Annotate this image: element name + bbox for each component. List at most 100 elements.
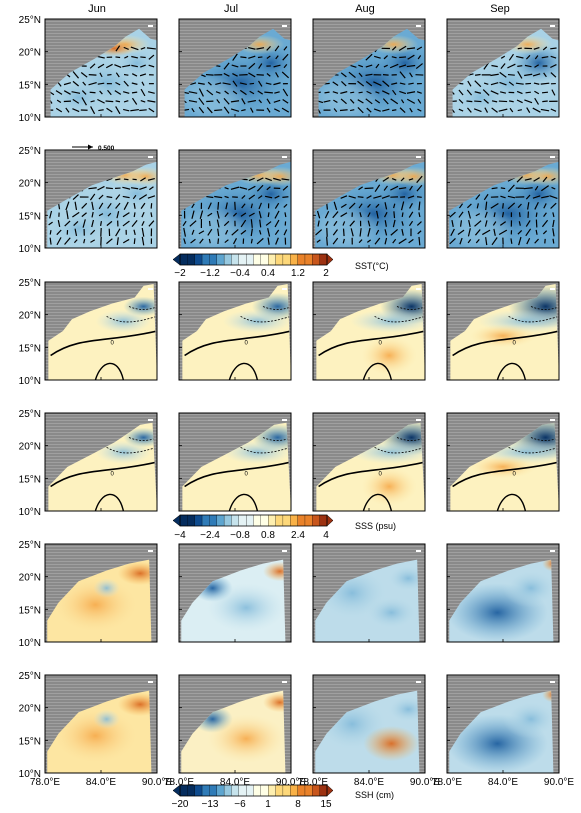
lat-tick-label: 15°N <box>19 474 41 485</box>
colorbar-swatch <box>245 253 254 266</box>
current-vectors <box>50 44 156 115</box>
colorbar-extend-high <box>326 253 334 266</box>
lat-tick-label: 25°N <box>19 671 41 682</box>
lat-tick-label: 10°N <box>19 376 41 387</box>
panel-grid: 25°N 20°N 15°N 10°N 25°N 20°N 15°N 10°N 0 25°N 20°… <box>19 15 575 788</box>
colorbar-swatch <box>253 253 262 266</box>
column-header-aug: Aug <box>355 3 375 15</box>
colorbar-ssh-tick-5: 15 <box>320 799 332 810</box>
colorbar-swatch <box>290 253 299 266</box>
lat-tick-label: 20°N <box>19 442 41 453</box>
contour-label: 0 <box>379 472 383 478</box>
colorbar-swatch <box>231 514 240 527</box>
lat-tick-label: 15°N <box>19 736 41 747</box>
colorbar-extend-low <box>172 253 181 266</box>
panel-ssh-row6-jun: 25°N 20°N 15°N 10°N78.0°E 84.0°E 90.0°E <box>19 671 173 788</box>
colorbar-swatch <box>223 514 232 527</box>
colorbar-swatch <box>304 253 313 266</box>
lat-tick-label: 15°N <box>19 80 41 91</box>
contour-label: 0 <box>111 341 115 347</box>
colorbar-swatch <box>201 784 210 797</box>
current-vectors <box>181 176 290 245</box>
panel-ssh-row6-jul: 78.0°E 84.0°E 90.0°E <box>164 674 306 788</box>
colorbar-swatch <box>260 784 269 797</box>
colorbar-extend-high <box>326 514 334 527</box>
panel-ssh-row5-sep <box>446 543 560 643</box>
colorbar-swatch <box>201 514 210 527</box>
colorbar-sst-tick-1: −1.2 <box>200 268 220 279</box>
colorbar-swatch <box>268 514 277 527</box>
colorbar-swatch <box>275 514 284 527</box>
colorbar-swatch <box>312 784 321 797</box>
colorbar-swatch <box>238 253 247 266</box>
column-header-jul: Jul <box>224 3 238 15</box>
colorbar-sst <box>172 253 334 266</box>
column-header-sep: Sep <box>490 3 510 15</box>
colorbar-ssh-tick-4: 8 <box>295 799 301 810</box>
colorbar-sst-tick-0: −2 <box>174 268 186 279</box>
lon-tick-label: 84.0°E <box>488 777 518 788</box>
colorbar-sss <box>172 514 334 527</box>
colorbar-sss-tick-1: −2.4 <box>200 530 220 541</box>
reference-vector-label: 0.500 <box>98 145 115 152</box>
colorbar-sst-tick-3: 0.4 <box>261 268 275 279</box>
colorbar-swatch <box>194 253 203 266</box>
lat-tick-label: 10°N <box>19 638 41 649</box>
colorbar-sss-tick-5: 4 <box>323 530 329 541</box>
lat-tick-label: 20°N <box>19 179 41 190</box>
panel-ssh-row5-jun: 25°N 20°N 15°N 10°N <box>19 540 158 649</box>
panel-sst-row1-sep <box>446 18 560 118</box>
colorbar-swatch <box>319 784 328 797</box>
colorbar-swatch <box>290 514 299 527</box>
colorbar-swatch <box>179 253 188 266</box>
contour-label: 0 <box>111 472 115 478</box>
colorbar-swatch <box>260 514 269 527</box>
panel-sss-row4-jun: 0 25°N 20°N 15°N 10°N <box>19 409 158 518</box>
lat-tick-label: 15°N <box>19 605 41 616</box>
ocean-field <box>315 559 420 642</box>
colorbar-swatch <box>304 784 313 797</box>
panel-ssh-row6-aug: 78.0°E 84.0°E 90.0°E <box>298 674 440 788</box>
colorbar-swatch <box>304 514 313 527</box>
colorbar-swatch <box>297 514 306 527</box>
colorbar-swatch <box>231 253 240 266</box>
panel-sss-row4-sep: 0 <box>446 412 560 512</box>
colorbar-sss-tick-4: 2.4 <box>291 530 305 541</box>
lat-tick-label: 20°N <box>19 311 41 322</box>
colorbar-swatch <box>297 253 306 266</box>
panel-sst-row1-jul <box>178 18 292 118</box>
contour-label: 0 <box>245 341 249 347</box>
colorbar-swatch <box>268 784 277 797</box>
panel-sst-row2-sep <box>446 149 560 249</box>
colorbar-swatch <box>275 784 284 797</box>
colorbar-ssh-tick-1: −13 <box>202 799 219 810</box>
panel-sss-row3-jun: 0 25°N 20°N 15°N 10°N <box>19 278 158 387</box>
colorbar-sss-label: SSS (psu) <box>355 521 396 531</box>
ocean-field <box>449 690 554 773</box>
colorbar-swatch <box>312 514 321 527</box>
colorbar-swatch <box>253 784 262 797</box>
lat-tick-label: 20°N <box>19 704 41 715</box>
lon-tick-label: 90.0°E <box>544 777 574 788</box>
lon-tick-label: 78.0°E <box>432 777 462 788</box>
panel-ssh-row5-jul <box>178 543 292 643</box>
current-vectors <box>449 176 558 246</box>
column-header-jun: Jun <box>88 3 106 15</box>
panel-ssh-row5-aug <box>312 543 426 643</box>
colorbar-swatch <box>209 253 218 266</box>
colorbar-swatch <box>268 253 277 266</box>
colorbar-swatch <box>223 784 232 797</box>
colorbar-ssh <box>172 784 334 797</box>
panel-sst-row1-jun: 25°N 20°N 15°N 10°N <box>19 15 158 124</box>
lat-tick-label: 25°N <box>19 540 41 551</box>
lat-tick-label: 20°N <box>19 48 41 59</box>
colorbar-swatch <box>209 514 218 527</box>
colorbar-extend-high <box>326 784 334 797</box>
lon-tick-label: 84.0°E <box>86 777 116 788</box>
colorbar-swatch <box>260 253 269 266</box>
colorbar-swatch <box>319 253 328 266</box>
colorbar-sss-tick-3: 0.8 <box>261 530 275 541</box>
colorbar-swatch <box>216 784 225 797</box>
panel-sss-row3-jul: 0 <box>178 281 292 381</box>
contour-label: 0 <box>513 341 517 347</box>
